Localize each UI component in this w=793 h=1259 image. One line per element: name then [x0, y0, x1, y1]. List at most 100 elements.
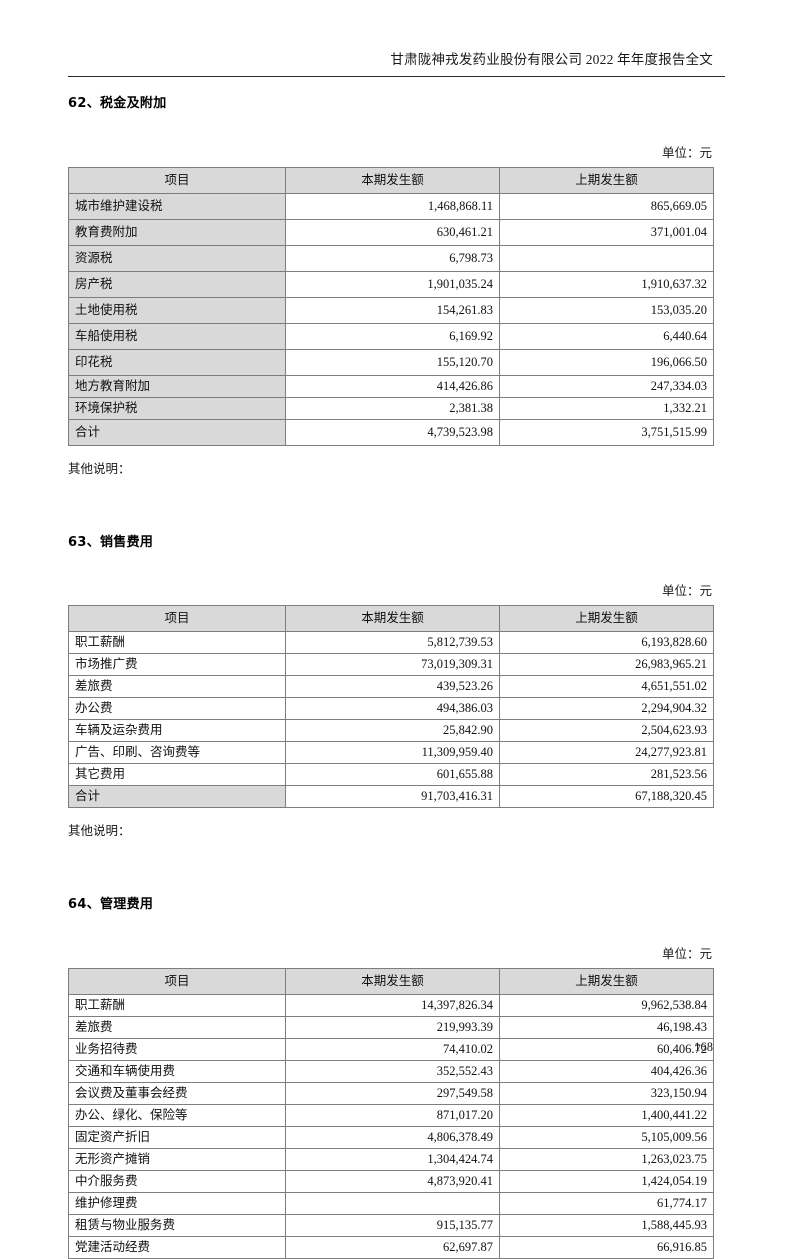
cell-previous-amount: 9,962,538.84	[499, 993, 714, 1017]
cell-previous-amount: 1,910,637.32	[499, 270, 714, 298]
cell-current-amount: 494,386.03	[285, 697, 500, 721]
table-row: 办公、绿化、保险等 871,017.20 1,400,441.22	[68, 1103, 714, 1127]
section-selling-expenses: 63、销售费用 单位：元 项目 本期发生额 上期发生额 职工薪酬 5,812,739.53 6…	[68, 534, 714, 840]
cell-previous-amount: 247,334.03	[499, 374, 714, 398]
table-header-row: 项目 本期发生额 上期发生额	[68, 166, 714, 194]
table-row: 车船使用税 6,169.92 6,440.64	[68, 322, 714, 350]
table-row: 房产税 1,901,035.24 1,910,637.32	[68, 270, 714, 298]
cell-previous-amount: 153,035.20	[499, 296, 714, 324]
cell-item: 环境保护税	[68, 396, 286, 420]
cell-current-amount: 73,019,309.31	[285, 653, 500, 677]
table-row: 办公费 494,386.03 2,294,904.32	[68, 697, 714, 721]
cell-item: 交通和车辆使用费	[68, 1059, 286, 1083]
cell-current-amount: 1,901,035.24	[285, 270, 500, 298]
cell-item: 车辆及运杂费用	[68, 719, 286, 743]
other-note: 其他说明：	[68, 461, 131, 476]
cell-previous-amount: 61,774.17	[499, 1191, 714, 1215]
cell-item: 房产税	[68, 270, 286, 298]
section-title: 63、销售费用	[68, 534, 154, 550]
cell-current-amount: 601,655.88	[285, 763, 500, 787]
cell-item: 办公、绿化、保险等	[68, 1103, 286, 1127]
section-spacer	[68, 839, 713, 897]
table-row: 中介服务费 4,873,920.41 1,424,054.19	[68, 1169, 714, 1193]
table-row: 广告、印刷、咨询费等 11,309,959.40 24,277,923.81	[68, 741, 714, 765]
cell-previous-amount: 46,198.43	[499, 1015, 714, 1039]
table-total-row: 合计 91,703,416.31 67,188,320.45	[68, 785, 714, 809]
cell-previous-amount: 66,916.85	[499, 1235, 714, 1259]
table-row: 无形资产摊销 1,304,424.74 1,263,023.75	[68, 1147, 714, 1171]
page-number: 168	[694, 1040, 713, 1054]
cell-current-amount: 62,697.87	[285, 1235, 500, 1259]
cell-total-previous: 67,188,320.45	[499, 785, 714, 809]
cell-current-amount: 4,873,920.41	[285, 1169, 500, 1193]
cell-previous-amount: 1,588,445.93	[499, 1213, 714, 1237]
cell-current-amount: 352,552.43	[285, 1059, 500, 1083]
cell-previous-amount: 865,669.05	[499, 192, 714, 220]
cell-previous-amount: 323,150.94	[499, 1081, 714, 1105]
column-header-current: 本期发生额	[285, 967, 500, 995]
cell-previous-amount: 4,651,551.02	[499, 675, 714, 699]
table-row: 固定资产折旧 4,806,378.49 5,105,009.56	[68, 1125, 714, 1149]
cell-previous-amount: 24,277,923.81	[499, 741, 714, 765]
cell-current-amount: 871,017.20	[285, 1103, 500, 1127]
column-header-item: 项目	[68, 967, 286, 995]
section-taxes-and-surcharges: 62、税金及附加 单位：元 项目 本期发生额 上期发生额 城市维护建设税 1,468,868…	[68, 96, 714, 477]
cell-item: 城市维护建设税	[68, 192, 286, 220]
cell-current-amount: 297,549.58	[285, 1081, 500, 1105]
other-note: 其他说明：	[68, 824, 131, 839]
section-title: 64、管理费用	[68, 897, 154, 913]
cell-previous-amount: 1,332.21	[499, 396, 714, 420]
cell-previous-amount: 196,066.50	[499, 348, 714, 376]
cell-current-amount: 25,842.90	[285, 719, 500, 743]
cell-current-amount	[285, 1191, 500, 1215]
cell-item: 职工薪酬	[68, 993, 286, 1017]
unit-label: 单位：元	[661, 145, 712, 160]
cell-previous-amount: 6,193,828.60	[499, 631, 714, 655]
cell-item: 差旅费	[68, 675, 286, 699]
cell-item: 会议费及董事会经费	[68, 1081, 286, 1105]
column-header-current: 本期发生额	[285, 605, 500, 633]
cell-previous-amount: 2,504,623.93	[499, 719, 714, 743]
table-row: 市场推广费 73,019,309.31 26,983,965.21	[68, 653, 714, 677]
cell-item: 差旅费	[68, 1015, 286, 1039]
cell-current-amount: 4,806,378.49	[285, 1125, 500, 1149]
table-row: 会议费及董事会经费 297,549.58 323,150.94	[68, 1081, 714, 1105]
table-row: 印花税 155,120.70 196,066.50	[68, 348, 714, 376]
cell-item: 车船使用税	[68, 322, 286, 350]
column-header-previous: 上期发生额	[499, 967, 714, 995]
table-row: 租赁与物业服务费 915,135.77 1,588,445.93	[68, 1213, 714, 1237]
cell-previous-amount: 281,523.56	[499, 763, 714, 787]
column-header-previous: 上期发生额	[499, 605, 714, 633]
section-title: 62、税金及附加	[68, 96, 167, 111]
cell-total-label: 合计	[68, 418, 286, 446]
page-content: 62、税金及附加 单位：元 项目 本期发生额 上期发生额 城市维护建设税 1,468,868…	[68, 96, 714, 1259]
column-header-item: 项目	[68, 166, 286, 194]
cell-current-amount: 154,261.83	[285, 296, 500, 324]
cell-previous-amount: 1,400,441.22	[499, 1103, 714, 1127]
cell-item: 市场推广费	[68, 653, 286, 677]
table-row: 职工薪酬 5,812,739.53 6,193,828.60	[68, 631, 714, 655]
section-administrative-expenses: 64、管理费用 单位：元 项目 本期发生额 上期发生额 职工薪酬 14,397,826.34…	[68, 897, 714, 1259]
table-total-row: 合计 4,739,523.98 3,751,515.99	[68, 418, 714, 446]
unit-label: 单位：元	[661, 946, 712, 961]
running-header: 甘肃陇神戎发药业股份有限公司 2022 年年度报告全文	[390, 52, 713, 67]
cell-previous-amount: 371,001.04	[499, 218, 714, 246]
cell-item: 办公费	[68, 697, 286, 721]
cell-current-amount: 1,304,424.74	[285, 1147, 500, 1171]
table-row: 教育费附加 630,461.21 371,001.04	[68, 218, 714, 246]
cell-current-amount: 14,397,826.34	[285, 993, 500, 1017]
column-header-current: 本期发生额	[285, 166, 500, 194]
cell-total-current: 4,739,523.98	[285, 418, 500, 446]
cell-previous-amount: 2,294,904.32	[499, 697, 714, 721]
cell-item: 职工薪酬	[68, 631, 286, 655]
table-row: 维护修理费 61,774.17	[68, 1191, 714, 1215]
table-row: 职工薪酬 14,397,826.34 9,962,538.84	[68, 993, 714, 1017]
cell-total-label: 合计	[68, 785, 286, 809]
cell-previous-amount: 404,426.36	[499, 1059, 714, 1083]
cell-total-previous: 3,751,515.99	[499, 418, 714, 446]
cell-current-amount: 1,468,868.11	[285, 192, 500, 220]
cell-previous-amount: 1,424,054.19	[499, 1169, 714, 1193]
column-header-previous: 上期发生额	[499, 166, 714, 194]
table-row: 城市维护建设税 1,468,868.11 865,669.05	[68, 192, 714, 220]
table-row: 差旅费 219,993.39 46,198.43	[68, 1015, 714, 1039]
